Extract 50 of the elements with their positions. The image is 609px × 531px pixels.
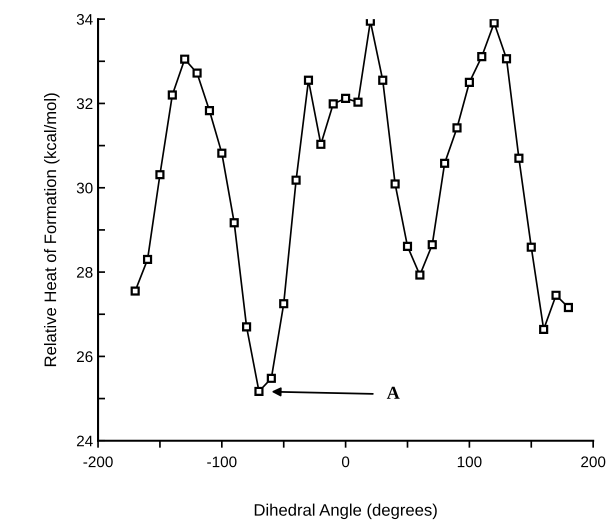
point	[390, 179, 400, 189]
point	[130, 286, 140, 296]
y-tick-label: 32	[76, 98, 92, 110]
point	[266, 374, 276, 383]
x-tick-label: 200	[581, 456, 606, 468]
point	[292, 176, 301, 185]
point	[366, 19, 375, 26]
point	[428, 240, 437, 250]
point	[464, 78, 474, 87]
y-tick-label: 26	[76, 351, 93, 362]
y-tick-label: 28	[76, 266, 93, 278]
point	[341, 94, 350, 103]
point	[452, 123, 462, 132]
point	[564, 302, 573, 312]
point	[415, 270, 424, 280]
point	[192, 68, 202, 78]
point	[402, 242, 412, 251]
point	[490, 19, 499, 28]
point	[204, 106, 214, 116]
annotation: A	[386, 386, 400, 399]
point	[242, 322, 252, 332]
point	[328, 99, 338, 108]
x-tick-label: -200	[83, 456, 113, 468]
point	[440, 158, 450, 168]
point	[155, 170, 165, 180]
point	[316, 140, 326, 149]
point	[539, 324, 548, 334]
x-tick-label: 100	[458, 456, 482, 468]
point	[279, 299, 288, 308]
x-tick-label: 0	[342, 456, 350, 468]
point	[142, 254, 152, 264]
point	[502, 54, 512, 64]
point	[304, 76, 314, 85]
point	[230, 218, 239, 228]
y-tick-label: 30	[76, 182, 93, 194]
point	[168, 90, 177, 100]
x-axis-title: Dihedral Angle (degrees)	[254, 504, 437, 520]
y-tick-label: 34	[76, 14, 93, 25]
y-axis-title: Relative Heat of Formation (kcal/mol)	[44, 93, 60, 366]
y-tick-label: 24	[76, 436, 93, 446]
point	[353, 98, 363, 107]
point	[551, 290, 561, 300]
point	[477, 52, 486, 62]
x-tick-label: -100	[207, 456, 237, 468]
point	[180, 54, 190, 64]
point	[526, 242, 536, 252]
point	[514, 154, 524, 163]
point	[217, 148, 226, 158]
point	[254, 386, 264, 396]
point	[378, 76, 388, 85]
